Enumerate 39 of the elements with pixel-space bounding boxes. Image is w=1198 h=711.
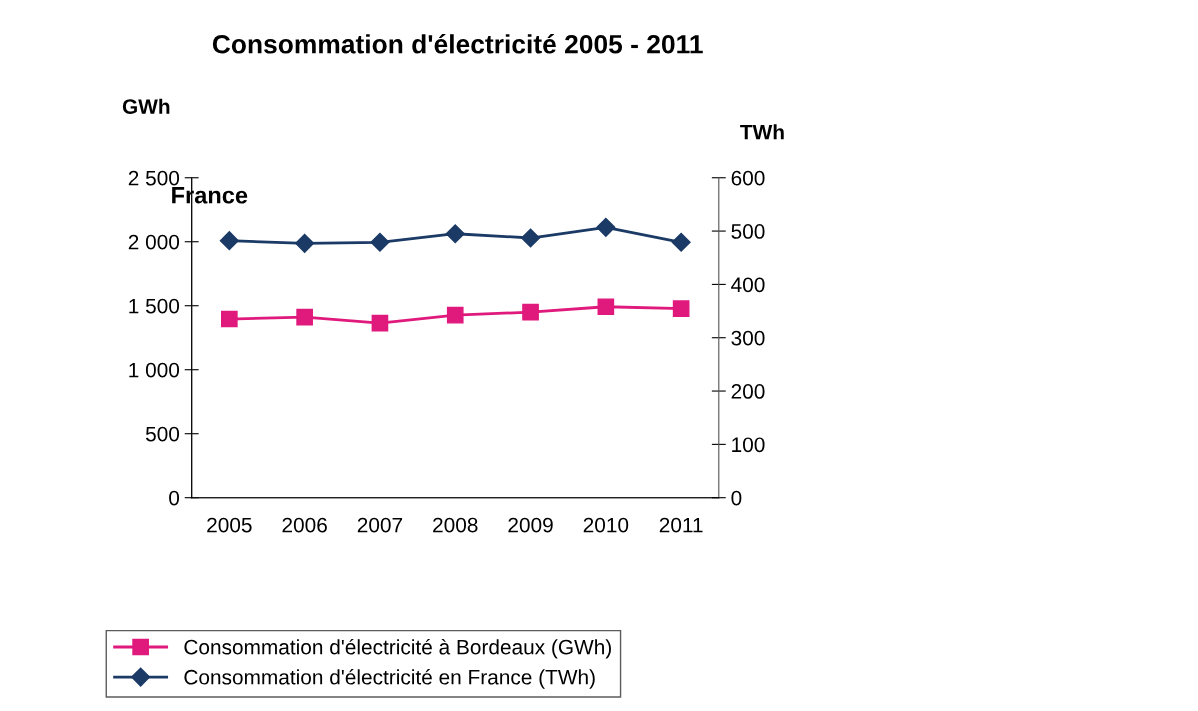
x-tick-label: 2006 (282, 517, 327, 533)
y2-tick-label: 100 (732, 437, 765, 453)
point (446, 306, 464, 324)
point (597, 298, 615, 316)
point (296, 308, 313, 326)
point (295, 233, 315, 253)
point (370, 232, 390, 252)
point (445, 224, 465, 244)
point (672, 300, 690, 318)
x-tick-label: 2010 (583, 517, 629, 533)
x-tick-label: 2007 (357, 517, 403, 533)
point (671, 232, 691, 252)
y2-tick-label: 500 (731, 224, 765, 239)
point (219, 231, 239, 251)
legend-label: Consommation d'électricité en France (TWh) (184, 669, 595, 689)
y-tick-label: 0 (169, 490, 180, 506)
point (522, 303, 539, 321)
legend-label: Consommation d'électricité à Bordeaux (GWh) (184, 638, 611, 659)
x-tick-label: 2008 (433, 517, 478, 533)
point (220, 310, 238, 328)
x-tick-label: 2009 (508, 517, 553, 533)
x-tick-label: 2005 (207, 517, 252, 533)
point (371, 314, 389, 332)
y-tick-label: 2 500 (128, 170, 180, 186)
y2-tick-label: 0 (731, 490, 742, 506)
y-tick-label: 500 (145, 426, 180, 442)
y-tick-label: 1 500 (129, 298, 180, 314)
y-tick-label: 1 000 (129, 362, 180, 378)
point (596, 217, 616, 237)
y2-tick-label: 400 (731, 277, 765, 293)
y-axis-title: GWh (122, 98, 170, 114)
y-tick-label: 2 000 (128, 234, 180, 250)
y2-tick-label: 300 (731, 330, 765, 346)
point (521, 228, 541, 248)
x-tick-label: 2011 (659, 517, 703, 533)
y2-tick-label: 600 (731, 170, 765, 186)
y2-axis-title: TWh (740, 124, 784, 140)
chart-title: Consommation d'électricité 2005 - 2011 (212, 33, 703, 54)
y2-tick-label: 200 (731, 384, 765, 399)
